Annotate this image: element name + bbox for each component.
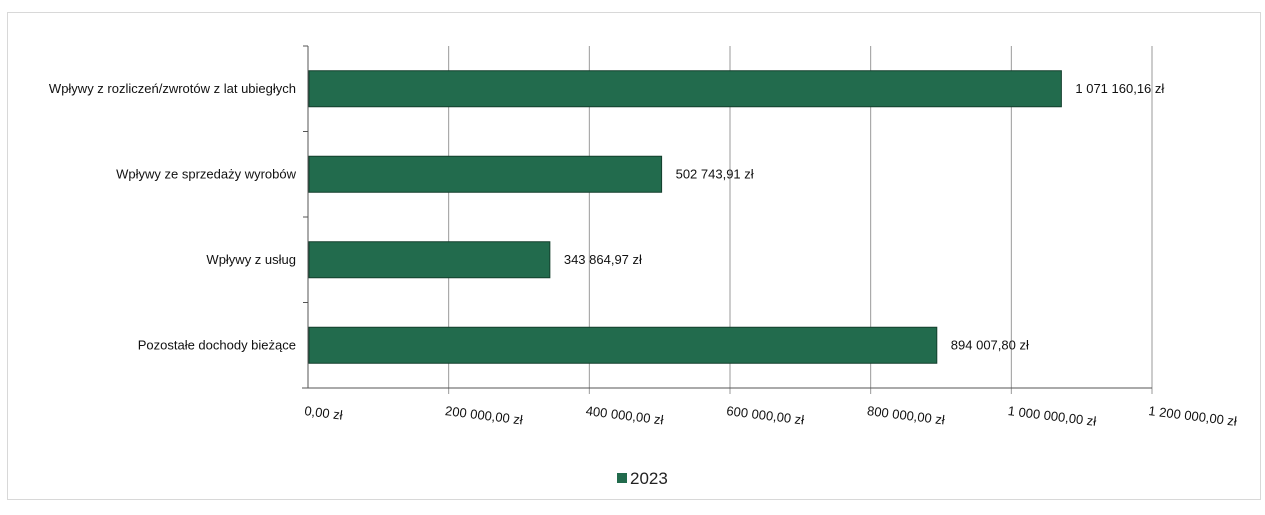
x-tick-label: 200 000,00 zł — [444, 403, 523, 427]
category-label: Wpływy ze sprzedaży wyrobów — [116, 166, 296, 181]
bar — [308, 241, 551, 279]
x-tick-label: 800 000,00 zł — [866, 403, 945, 427]
x-tick-label: 1 200 000,00 zł — [1148, 403, 1238, 429]
axes — [302, 45, 1152, 389]
value-label: 894 007,80 zł — [951, 337, 1029, 352]
value-label: 502 743,91 zł — [676, 166, 754, 181]
legend: 2023 — [617, 469, 668, 488]
category-label: Wpływy z rozliczeń/zwrotów z lat ubiegły… — [49, 81, 296, 96]
bar — [308, 70, 1062, 108]
x-tick-label: 400 000,00 zł — [585, 403, 664, 427]
value-label: 1 071 160,16 zł — [1075, 81, 1164, 96]
legend-swatch — [617, 473, 627, 483]
value-labels: 1 071 160,16 zł 502 743,91 zł 343 864,97 z… — [564, 81, 1165, 353]
value-label: 343 864,97 zł — [564, 252, 642, 267]
category-labels: Wpływy z rozliczeń/zwrotów z lat ubiegły… — [49, 81, 297, 353]
category-label: Wpływy z usług — [206, 252, 296, 267]
x-tick-label: 1 000 000,00 zł — [1007, 403, 1097, 429]
x-tick-labels: 0,00 zł 200 000,00 zł 400 000,00 zł 600 000… — [304, 403, 1238, 429]
bars — [308, 70, 1062, 364]
bar — [308, 326, 938, 364]
x-tick-label: 600 000,00 zł — [726, 403, 805, 427]
legend-label: 2023 — [630, 469, 668, 488]
bar — [308, 155, 663, 193]
x-tick-label: 0,00 zł — [304, 403, 344, 423]
category-label: Pozostałe dochody bieżące — [138, 337, 296, 352]
